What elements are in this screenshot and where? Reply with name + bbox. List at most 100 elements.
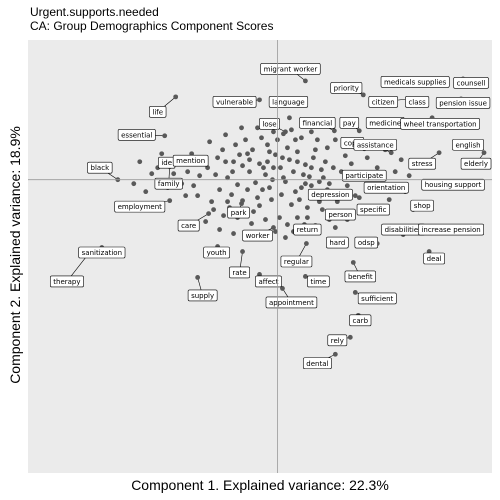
data-point	[247, 157, 252, 163]
label-box	[307, 188, 353, 201]
data-point	[326, 181, 332, 187]
point-label: medicals supplies	[384, 78, 447, 86]
data-point	[352, 290, 358, 295]
data-point	[237, 152, 242, 158]
data-point	[223, 159, 228, 165]
data-point	[220, 147, 225, 153]
point-label: shop	[414, 202, 431, 210]
label-box	[349, 314, 372, 327]
point-label: mention	[176, 157, 205, 165]
data-point	[230, 169, 235, 175]
point-label: essential	[121, 131, 152, 139]
point-label: disabilities	[385, 226, 423, 234]
data-point	[285, 145, 290, 151]
point-label: assistance	[357, 141, 394, 149]
point-label: regular	[284, 258, 309, 266]
point-label: black	[91, 164, 111, 172]
data-point	[223, 132, 228, 138]
data-point	[347, 334, 353, 340]
data-point	[356, 128, 362, 134]
data-point	[312, 147, 318, 153]
data-point	[330, 165, 336, 171]
data-point	[185, 169, 191, 175]
point-label: deal	[427, 255, 442, 263]
label-box	[229, 266, 250, 279]
data-point	[320, 175, 326, 181]
data-point	[360, 92, 366, 98]
data-point	[348, 161, 354, 167]
label-box	[363, 181, 409, 194]
label-box	[327, 334, 348, 347]
data-point	[239, 125, 244, 131]
data-point	[257, 161, 262, 167]
point-label: life	[152, 108, 163, 116]
data-point	[225, 175, 230, 181]
point-label: class	[408, 98, 426, 106]
data-point	[213, 172, 218, 178]
point-label: dental	[306, 360, 328, 368]
data-point	[257, 203, 262, 209]
label-box	[242, 229, 273, 242]
data-point	[195, 193, 201, 199]
y-axis-label: Component 2. Explained variance: 18.9%	[7, 126, 23, 384]
point-label: carb	[353, 317, 369, 325]
label-box	[299, 117, 336, 129]
label-box	[356, 203, 390, 216]
label-box	[154, 177, 183, 190]
point-label: citizen	[372, 98, 395, 106]
data-point	[259, 135, 264, 141]
data-point	[289, 127, 294, 133]
data-point	[197, 173, 203, 179]
data-point	[278, 165, 283, 171]
point-label: cope	[344, 139, 361, 147]
data-point	[240, 163, 245, 169]
data-point	[324, 145, 330, 151]
data-point	[250, 147, 255, 153]
data-point	[308, 183, 314, 189]
data-point	[304, 205, 310, 211]
label-box	[307, 275, 330, 288]
label-box	[452, 138, 484, 151]
data-point	[314, 137, 320, 143]
data-point	[240, 249, 245, 254]
point-label: affect	[258, 278, 278, 286]
label-box	[400, 118, 480, 130]
data-point	[295, 149, 300, 155]
data-point	[392, 169, 398, 175]
data-point	[206, 211, 212, 216]
data-point	[257, 97, 262, 103]
point-label: sufficient	[361, 295, 393, 303]
data-point	[143, 189, 149, 195]
data-point	[303, 181, 308, 187]
point-label: depression	[311, 191, 349, 199]
data-point	[304, 215, 310, 220]
chart-subtitle: CA: Group Demographics Component Scores	[30, 19, 274, 33]
point-label: park	[231, 209, 248, 217]
point-label: participate	[345, 172, 383, 180]
data-point	[308, 165, 314, 171]
label-box	[293, 223, 322, 236]
data-point	[297, 197, 302, 203]
data-point	[245, 151, 250, 157]
data-point	[279, 192, 284, 198]
label-box	[212, 96, 257, 108]
label-box	[326, 236, 349, 249]
point-label: return	[297, 226, 318, 234]
data-point	[287, 157, 292, 163]
data-point	[280, 155, 285, 161]
data-point	[287, 115, 292, 121]
point-label: english	[455, 141, 480, 149]
data-point	[240, 198, 245, 204]
label-box	[410, 199, 434, 212]
data-point	[263, 172, 268, 178]
data-point	[251, 209, 256, 215]
point-label: orientation	[367, 184, 405, 192]
data-point	[301, 172, 306, 178]
data-point	[229, 192, 234, 198]
point-label: sanitization	[82, 249, 122, 257]
point-label: time	[310, 278, 326, 286]
point-label: care	[181, 222, 196, 230]
label-box	[117, 128, 156, 141]
data-point	[273, 229, 278, 234]
data-point	[233, 142, 238, 148]
